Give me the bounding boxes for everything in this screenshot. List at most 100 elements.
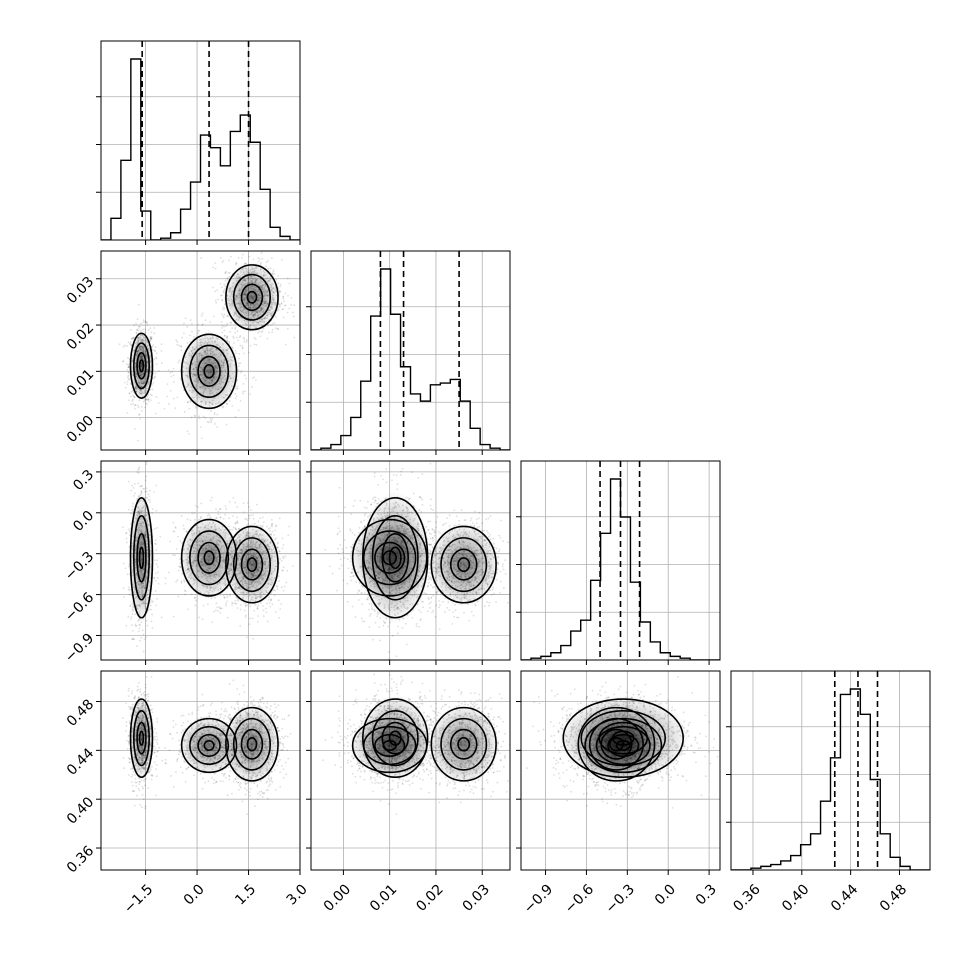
sample-point xyxy=(131,398,134,401)
sample-point xyxy=(219,257,222,259)
sample-point xyxy=(129,605,132,608)
density-contour xyxy=(232,273,272,321)
sample-point xyxy=(244,616,247,618)
sample-point xyxy=(142,328,145,331)
sample-point xyxy=(243,338,246,340)
sample-point xyxy=(155,549,158,551)
sample-point xyxy=(127,341,130,344)
sample-point xyxy=(173,530,176,533)
sample-point xyxy=(187,401,189,404)
density-contour xyxy=(133,514,150,601)
sample-point xyxy=(131,394,134,397)
sample-point xyxy=(220,320,223,323)
sample-point xyxy=(285,343,287,346)
sample-point xyxy=(279,608,282,610)
sample-point xyxy=(171,370,173,373)
sample-point xyxy=(132,637,135,640)
sample-point xyxy=(236,330,239,332)
sample-point xyxy=(287,294,289,297)
sample-point xyxy=(128,366,130,369)
sample-point xyxy=(148,495,151,498)
sample-point xyxy=(227,271,230,274)
sample-point xyxy=(271,331,274,334)
sample-point xyxy=(276,588,279,590)
sample-point xyxy=(194,604,197,607)
sample-point xyxy=(237,339,240,342)
sample-point xyxy=(163,407,166,410)
sample-point xyxy=(143,638,146,640)
sample-point xyxy=(214,267,217,270)
sample-point xyxy=(236,516,238,518)
sample-point xyxy=(280,586,283,589)
sample-point xyxy=(228,517,231,520)
sample-point xyxy=(149,327,152,329)
y-tick-label: 0.03 xyxy=(64,274,97,307)
sample-point xyxy=(293,336,296,339)
sample-point xyxy=(197,323,199,326)
sample-point xyxy=(134,624,137,627)
density-contour xyxy=(225,264,279,331)
sample-point xyxy=(152,344,155,347)
y-tick-label: 0.02 xyxy=(64,320,97,353)
density-contour xyxy=(138,359,145,373)
sample-point xyxy=(257,520,260,523)
sample-point xyxy=(275,524,278,527)
sample-point xyxy=(272,269,275,271)
sample-point xyxy=(138,630,140,633)
sample-point xyxy=(183,332,185,335)
sample-point xyxy=(221,261,224,264)
sample-point xyxy=(158,370,160,372)
sample-point xyxy=(274,589,277,592)
sample-point xyxy=(255,379,257,381)
sample-point xyxy=(271,603,274,606)
sample-point xyxy=(178,344,181,347)
sample-point xyxy=(235,395,238,398)
sample-point xyxy=(243,374,246,377)
sample-point xyxy=(131,638,134,641)
sample-point xyxy=(233,342,235,344)
sample-point xyxy=(283,300,285,303)
sample-point xyxy=(228,259,230,262)
sample-point xyxy=(257,256,260,259)
panel-frame xyxy=(100,40,301,241)
sample-point xyxy=(149,337,152,340)
sample-point xyxy=(153,349,156,352)
sample-point xyxy=(173,381,175,383)
sample-point xyxy=(266,525,269,528)
sample-point xyxy=(155,356,158,359)
sample-point xyxy=(228,594,231,597)
sample-point xyxy=(193,512,196,514)
sample-point xyxy=(198,329,201,332)
sample-point xyxy=(253,343,256,346)
sample-point xyxy=(137,469,140,471)
sample-point xyxy=(134,404,136,407)
sample-point xyxy=(131,337,134,340)
sample-point xyxy=(223,329,226,332)
sample-point xyxy=(281,308,284,311)
sample-point xyxy=(151,508,154,511)
sample-point xyxy=(235,262,238,265)
sample-point xyxy=(219,282,222,285)
sample-point xyxy=(131,630,134,632)
sample-point xyxy=(180,345,182,348)
sample-point xyxy=(257,615,259,617)
sample-point xyxy=(219,516,222,519)
sample-point xyxy=(269,324,272,327)
sample-point xyxy=(221,299,223,302)
sample-point xyxy=(127,364,130,366)
sample-point xyxy=(242,390,244,393)
sample-point xyxy=(204,417,207,419)
sample-point xyxy=(242,392,244,395)
sample-point xyxy=(144,328,147,331)
sample-point xyxy=(396,488,399,491)
sample-point xyxy=(211,496,213,499)
sample-point xyxy=(400,470,403,473)
sample-point xyxy=(131,505,134,508)
sample-point xyxy=(232,497,235,499)
sample-point xyxy=(267,528,270,530)
sample-point xyxy=(209,321,212,323)
sample-point xyxy=(149,393,152,396)
sample-point xyxy=(127,480,130,483)
sample-point xyxy=(249,514,252,517)
sample-point xyxy=(259,517,261,520)
